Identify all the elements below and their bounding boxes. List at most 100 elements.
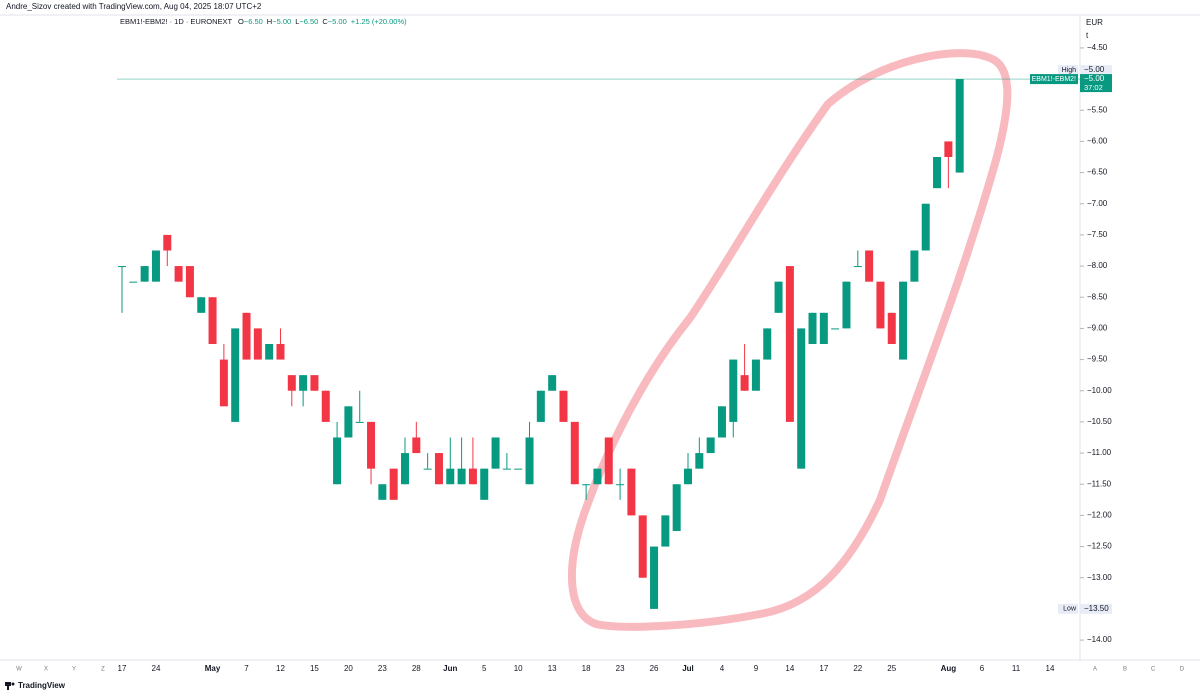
legend-value: −6.50 bbox=[299, 17, 318, 26]
candle-body bbox=[570, 421, 579, 485]
candle-body bbox=[695, 453, 704, 469]
candle-body bbox=[401, 453, 409, 485]
last-price-value: −5.00 bbox=[1084, 74, 1105, 83]
candle-body bbox=[378, 484, 387, 500]
x-tick-label: 24 bbox=[152, 664, 161, 673]
candle-body bbox=[627, 468, 636, 516]
x-tick-label: 17 bbox=[819, 664, 828, 673]
high-marker-label: High bbox=[1062, 67, 1077, 74]
high-marker-value-box bbox=[1080, 65, 1112, 76]
x-extra-label: B bbox=[1123, 667, 1127, 673]
candle-body bbox=[876, 281, 885, 329]
y-tick-label: −10.00 bbox=[1087, 386, 1112, 395]
candle-body bbox=[842, 281, 851, 329]
x-tick-label: 7 bbox=[244, 664, 249, 673]
candle-body bbox=[536, 390, 545, 422]
low-marker-label: Low bbox=[1063, 606, 1077, 613]
x-extra-label: 11 bbox=[1012, 664, 1021, 673]
x-extra-label: W bbox=[16, 667, 22, 673]
candle-body bbox=[242, 312, 251, 360]
y-tick-label: −11.50 bbox=[1087, 479, 1112, 488]
candle-body bbox=[197, 297, 206, 313]
candle-body bbox=[740, 375, 749, 391]
candle-body bbox=[446, 468, 455, 485]
candle-body bbox=[321, 390, 330, 422]
countdown-box bbox=[1080, 83, 1112, 93]
y-tick-label: −4.50 bbox=[1087, 43, 1108, 52]
y-tick-label: −13.00 bbox=[1087, 573, 1112, 582]
candle-body bbox=[344, 406, 353, 438]
candle-body bbox=[423, 468, 432, 470]
x-tick-label: 20 bbox=[344, 664, 353, 673]
y-tick-label: −6.00 bbox=[1087, 137, 1108, 146]
x-extra-label: Y bbox=[72, 667, 76, 673]
x-extra-label: D bbox=[1180, 667, 1185, 673]
x-extra-label: Z bbox=[101, 667, 105, 673]
y-tick-label: −7.00 bbox=[1087, 199, 1108, 208]
candle-body bbox=[717, 406, 726, 438]
last-price-label: EBM1!-EBM2! bbox=[1032, 76, 1076, 83]
legend-change: +1.25 (+20.00%) bbox=[351, 17, 407, 26]
candle-body bbox=[389, 468, 398, 500]
candle-body bbox=[310, 375, 319, 391]
candle-body bbox=[457, 468, 466, 485]
x-tick-label: 14 bbox=[785, 664, 794, 673]
candle-body bbox=[140, 266, 149, 282]
x-tick-label: 13 bbox=[548, 664, 557, 673]
candle-body bbox=[921, 203, 930, 251]
high-marker-label-box bbox=[1058, 65, 1078, 76]
legend-key: L bbox=[295, 17, 299, 26]
low-marker-value: −13.50 bbox=[1084, 604, 1109, 613]
y-tick-label: −7.50 bbox=[1087, 230, 1108, 239]
candle-body bbox=[514, 468, 523, 470]
candle-body bbox=[819, 312, 828, 344]
candle-body bbox=[865, 250, 874, 282]
unit-marker: t bbox=[1086, 31, 1089, 40]
candle-body bbox=[955, 79, 964, 173]
candle-body bbox=[491, 437, 500, 469]
x-extra-label: X bbox=[44, 667, 48, 673]
x-tick-label: 18 bbox=[582, 664, 591, 673]
candle-body bbox=[910, 250, 919, 282]
x-tick-label: 4 bbox=[720, 664, 725, 673]
last-price-value-box bbox=[1080, 74, 1112, 85]
low-marker-value-box bbox=[1080, 603, 1112, 614]
legend-value: −6.50 bbox=[244, 17, 263, 26]
legend-key: H bbox=[267, 17, 272, 26]
candle-body bbox=[253, 328, 262, 360]
x-tick-label: 5 bbox=[482, 664, 487, 673]
brand-logo bbox=[5, 682, 15, 690]
candle-body bbox=[525, 437, 534, 485]
candle-body bbox=[672, 484, 681, 531]
candle-body bbox=[853, 266, 862, 268]
legend-key: O bbox=[238, 17, 244, 26]
y-tick-label: −12.50 bbox=[1087, 542, 1112, 551]
x-extra-label: 14 bbox=[1046, 664, 1055, 673]
candle-body bbox=[299, 375, 308, 391]
highlight-ellipse bbox=[567, 49, 1012, 631]
candle-body bbox=[548, 375, 557, 391]
y-tick-label: −6.50 bbox=[1087, 168, 1108, 177]
x-tick-label: 23 bbox=[378, 664, 387, 673]
legend-title: EBM1!-EBM2! · 1D · EURONEXT bbox=[120, 17, 233, 26]
x-tick-label: 28 bbox=[412, 664, 421, 673]
last-price-label-box bbox=[1030, 74, 1078, 85]
candle-body bbox=[265, 343, 274, 360]
x-tick-label: 12 bbox=[276, 664, 285, 673]
candle-body bbox=[944, 141, 953, 157]
candle-body bbox=[174, 266, 183, 282]
candle-body bbox=[785, 266, 794, 422]
candle-body bbox=[219, 359, 228, 407]
candle-body bbox=[774, 281, 783, 313]
x-extra-label: C bbox=[1151, 667, 1156, 673]
candle-body bbox=[763, 328, 772, 360]
low-marker-label-box bbox=[1058, 603, 1078, 614]
legend-value: −5.00 bbox=[328, 17, 347, 26]
candle-body bbox=[638, 515, 647, 578]
candle-body bbox=[729, 359, 738, 422]
y-tick-label: −9.00 bbox=[1087, 324, 1108, 333]
x-extra-label: 6 bbox=[980, 664, 985, 673]
candle-body bbox=[616, 484, 625, 486]
